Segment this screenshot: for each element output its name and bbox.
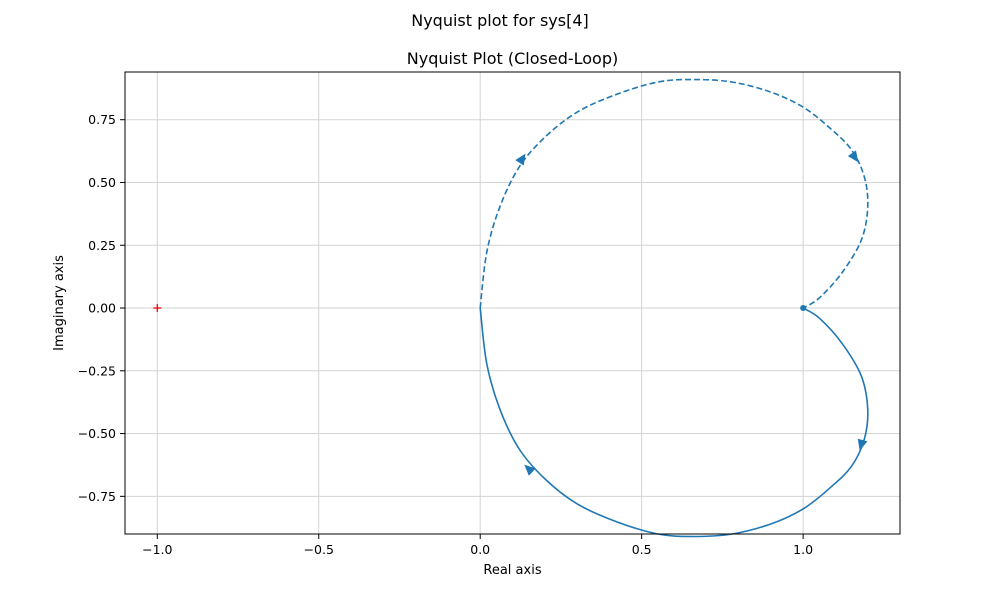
y-tick-label: 0.50: [88, 175, 116, 190]
critical-point-group: [153, 304, 162, 313]
x-axis-ticks: −1.0 −0.5 0.0 0.5 1.0: [142, 534, 813, 557]
y-tick-label: 0.75: [88, 112, 116, 127]
grid-lines: [125, 72, 900, 534]
x-tick-label: −1.0: [142, 542, 172, 557]
x-tick-label: 0.0: [470, 542, 490, 557]
curve-origin-dot: [800, 305, 807, 312]
nyquist-curves: [479, 78, 869, 538]
y-axis-ticks: −0.75 −0.50 −0.25 0.00 0.25 0.50 0.75: [78, 112, 125, 504]
direction-arrow-marker: [515, 153, 526, 166]
chart-title: Nyquist Plot (Closed-Loop): [407, 49, 618, 68]
positive-frequency-curve: [479, 307, 869, 538]
x-tick-label: 1.0: [793, 542, 813, 557]
y-tick-label: −0.25: [78, 363, 116, 378]
direction-arrow-marker: [847, 150, 859, 163]
x-axis-label: Real axis: [483, 563, 541, 578]
negative-frequency-curve: [479, 78, 869, 309]
plot-frame: [124, 71, 901, 535]
y-tick-label: −0.75: [78, 489, 116, 504]
direction-arrow-marker: [857, 438, 868, 451]
direction-arrow-marker: [524, 464, 536, 476]
y-tick-label: 0.00: [88, 301, 116, 316]
direction-arrows: [515, 150, 868, 476]
x-tick-label: 0.5: [632, 542, 652, 557]
y-tick-label: −0.50: [78, 426, 116, 441]
x-tick-label: −0.5: [304, 542, 334, 557]
y-tick-label: 0.25: [88, 238, 116, 253]
y-axis-label: Imaginary axis: [52, 255, 67, 351]
figure-title: Nyquist plot for sys[4]: [411, 11, 589, 30]
